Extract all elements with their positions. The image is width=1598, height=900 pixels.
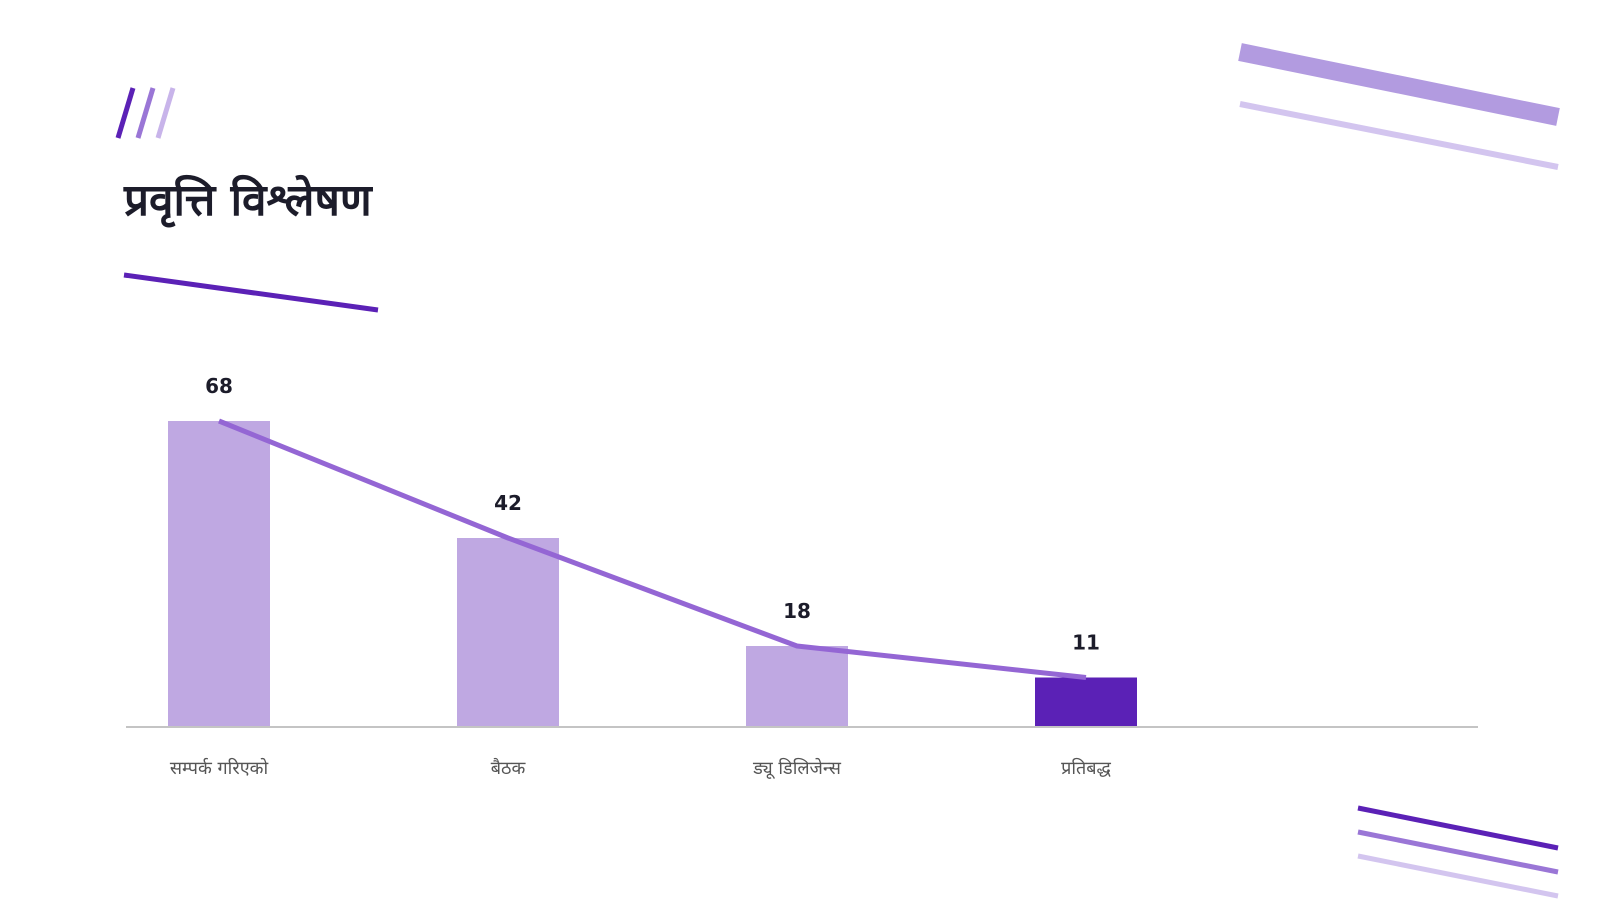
category-label: बैठक bbox=[491, 757, 527, 779]
data-label: 42 bbox=[494, 491, 522, 515]
category-label: ड्यू डिलिजेन्स bbox=[752, 757, 842, 779]
data-label: 18 bbox=[783, 599, 811, 623]
page-title: प्रवृत्ति विश्लेषण bbox=[124, 175, 372, 226]
bottom-right-decoration bbox=[1357, 805, 1559, 899]
chart-bar bbox=[457, 538, 559, 727]
chart-bar bbox=[1035, 677, 1137, 727]
data-label: 11 bbox=[1072, 631, 1100, 655]
category-label: सम्पर्क गरिएको bbox=[170, 757, 269, 779]
chart-bar bbox=[746, 646, 848, 727]
top-right-decoration bbox=[1238, 43, 1560, 170]
chart-bar bbox=[168, 421, 270, 727]
data-label: 68 bbox=[205, 374, 233, 398]
slash-accent-icon bbox=[115, 87, 176, 139]
trend-line bbox=[218, 418, 1087, 680]
title-underline bbox=[123, 272, 379, 313]
category-label: प्रतिबद्ध bbox=[1061, 757, 1111, 779]
